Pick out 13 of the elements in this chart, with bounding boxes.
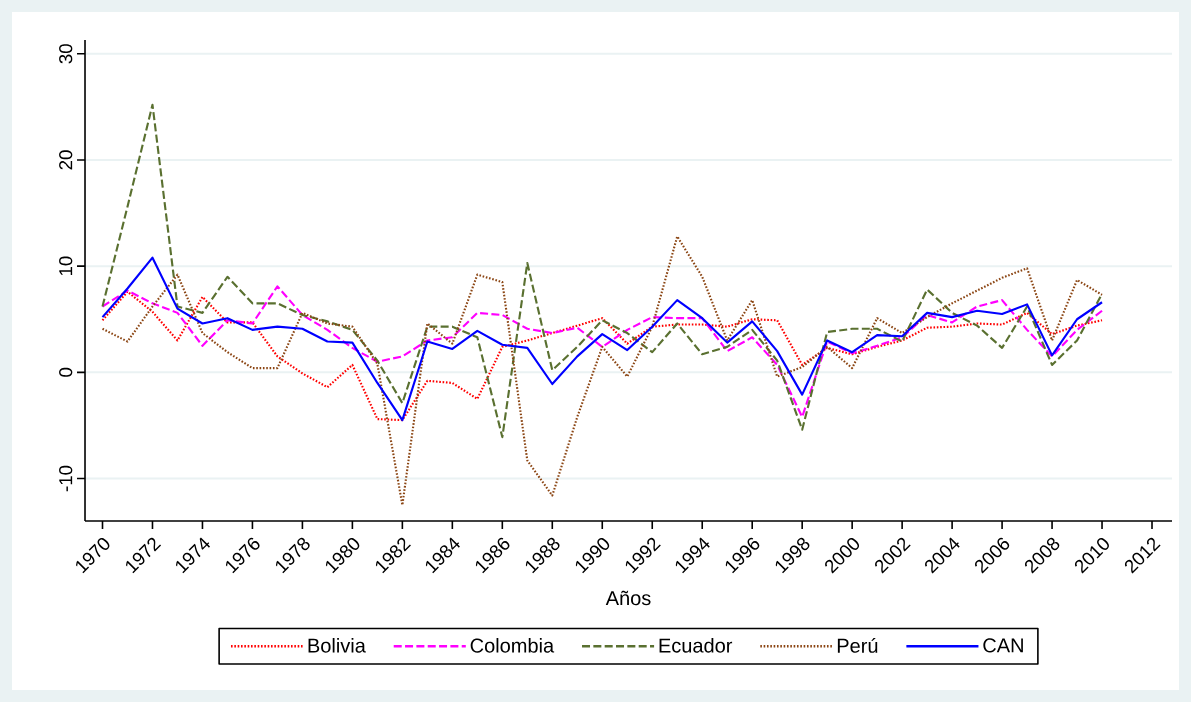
line-series [101, 256, 1104, 422]
legend-label: Ecuador [659, 638, 733, 653]
y-tick-label: 0 [59, 367, 73, 377]
legend-label: Perú [837, 637, 878, 653]
y-tick-label: 10 [59, 256, 73, 276]
legend-label: Colombia [470, 638, 555, 653]
y-tick-label: 20 [59, 150, 73, 170]
legend-label: Bolivia [308, 638, 366, 653]
y-tick-label: 30 [59, 44, 73, 64]
legend-label: CAN [983, 638, 1023, 653]
y-tick-label: -10 [59, 465, 73, 492]
x-axis-title: Años [605, 590, 651, 606]
line-series [101, 103, 1104, 439]
